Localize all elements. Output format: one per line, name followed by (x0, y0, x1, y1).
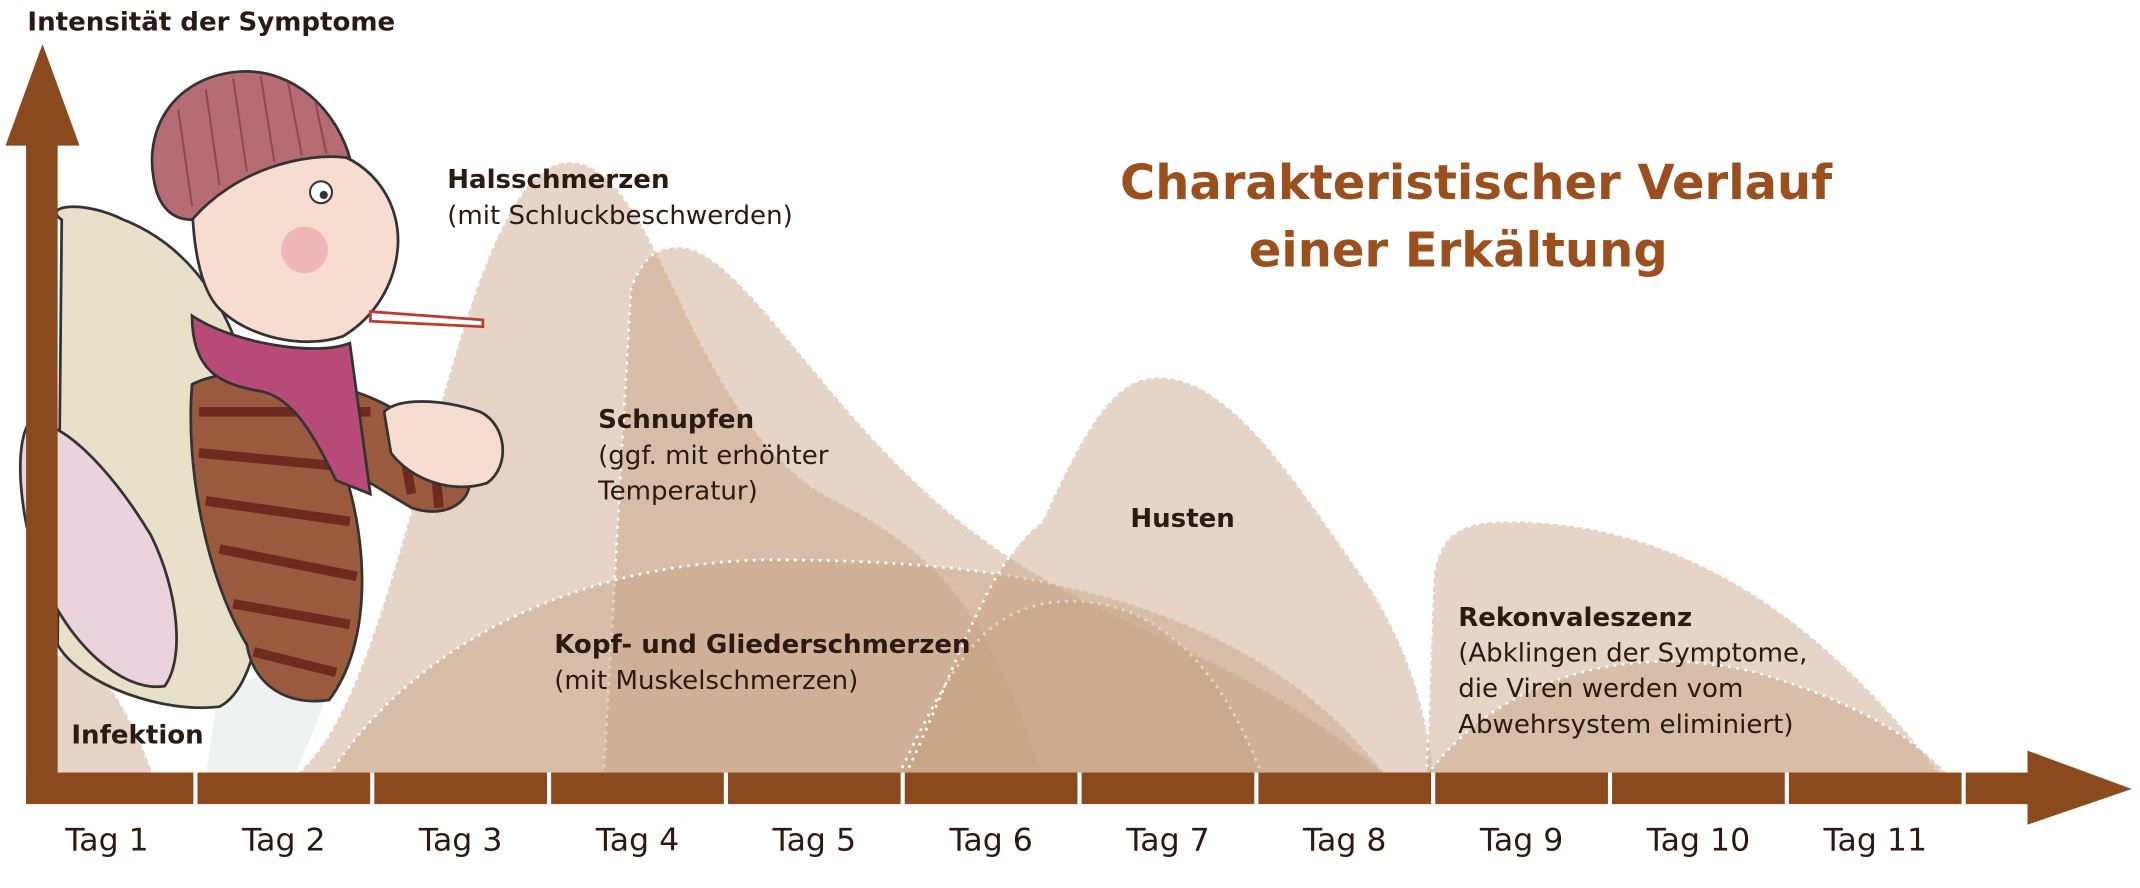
day-label: Tag 6 (948, 823, 1033, 859)
curve-schnupfen (602, 245, 1390, 777)
phase-name: Infektion (71, 721, 203, 751)
title-line: einer Erkältung (1249, 222, 1668, 278)
day-labels: Tag 1 Tag 2 Tag 3 Tag 4 Tag 5 Tag 6 Tag 7 Tag 8… (64, 823, 1927, 859)
x-axis (26, 772, 2032, 805)
curve-kopf-2 (896, 599, 1265, 777)
day-separator (1784, 772, 1789, 805)
phase-name: Husten (1130, 504, 1235, 534)
y-axis-arrow (5, 44, 80, 146)
curve-infektion (53, 653, 156, 777)
phase-description: (Abklingen der Symptome, (1458, 638, 1807, 668)
curve-kopf (326, 558, 1389, 777)
day-label: Tag 3 (418, 823, 503, 859)
curve-rekonvaleszenz (1425, 520, 1944, 777)
y-axis-label: Intensität der Symptome (27, 7, 395, 37)
phase-description: (mit Schluckbeschwerden) (447, 201, 793, 231)
phase-description: die Viren werden vom (1458, 674, 1743, 704)
axes (5, 44, 2132, 825)
phase-name: Kopf- und Gliederschmerzen (554, 630, 970, 660)
curve-rekonvaleszenz-2 (1423, 660, 1951, 777)
day-separator (370, 772, 375, 805)
phase-description: (ggf. mit erhöhter (598, 441, 829, 471)
day-separator (193, 772, 198, 805)
day-label: Tag 9 (1479, 823, 1564, 859)
day-label: Tag 8 (1302, 823, 1387, 859)
day-separator (1431, 772, 1436, 805)
day-separator (547, 772, 552, 805)
day-label: Tag 2 (241, 823, 326, 859)
symptom-curves (53, 160, 1951, 777)
day-label: Tag 5 (772, 823, 857, 859)
day-label: Tag 4 (595, 823, 680, 859)
curve-halsschmerzen (290, 160, 1045, 777)
phase-name: Halsschmerzen (447, 165, 669, 195)
day-separator (723, 772, 728, 805)
day-separator (900, 772, 905, 805)
day-separator (1961, 772, 1966, 805)
day-separator (1607, 772, 1613, 805)
phase-description: (mit Muskelschmerzen) (554, 666, 858, 696)
day-separator (1077, 772, 1082, 805)
x-axis-arrow (2027, 750, 2132, 825)
sick-person-illustration (18, 70, 505, 776)
y-axis (26, 137, 58, 803)
title-line: Charakteristischer Verlauf (1120, 155, 1833, 211)
phase-description: Temperatur) (597, 477, 758, 507)
day-label: Tag 11 (1822, 823, 1927, 859)
day-separator (1254, 772, 1259, 805)
day-label: Tag 7 (1125, 823, 1210, 859)
phase-name: Schnupfen (598, 405, 754, 435)
day-label: Tag 1 (64, 823, 149, 859)
phase-name: Rekonvaleszenz (1458, 603, 1692, 633)
curve-husten (903, 376, 1436, 777)
phase-description: Abwehrsystem eliminiert) (1458, 710, 1793, 740)
day-label: Tag 10 (1646, 823, 1751, 859)
